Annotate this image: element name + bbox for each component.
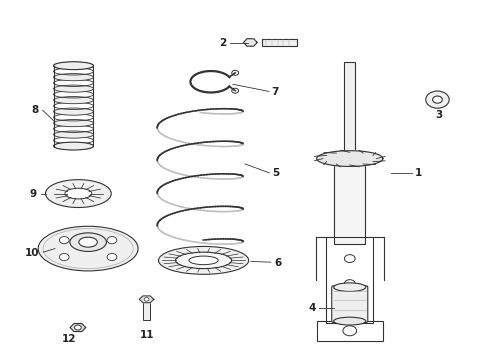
Ellipse shape bbox=[53, 131, 94, 138]
Bar bbox=[143, 299, 150, 320]
Circle shape bbox=[107, 237, 117, 244]
Bar bbox=[326, 237, 373, 323]
Ellipse shape bbox=[53, 73, 94, 81]
Polygon shape bbox=[139, 296, 154, 303]
Bar bbox=[344, 62, 355, 158]
Ellipse shape bbox=[53, 142, 94, 150]
Circle shape bbox=[107, 253, 117, 261]
Ellipse shape bbox=[334, 283, 366, 292]
Bar bbox=[262, 39, 297, 46]
Circle shape bbox=[59, 253, 69, 261]
Circle shape bbox=[144, 297, 149, 301]
Text: 9: 9 bbox=[29, 189, 37, 199]
Ellipse shape bbox=[334, 317, 366, 325]
Ellipse shape bbox=[53, 96, 94, 104]
Bar bbox=[334, 152, 366, 244]
Ellipse shape bbox=[53, 85, 94, 92]
Circle shape bbox=[74, 325, 81, 330]
Ellipse shape bbox=[38, 226, 138, 271]
Text: 10: 10 bbox=[24, 248, 39, 258]
Ellipse shape bbox=[70, 233, 106, 251]
Ellipse shape bbox=[159, 247, 248, 274]
Ellipse shape bbox=[53, 143, 94, 150]
Text: 12: 12 bbox=[61, 334, 76, 344]
Ellipse shape bbox=[79, 237, 98, 247]
Text: 3: 3 bbox=[435, 110, 442, 120]
Text: 8: 8 bbox=[32, 105, 39, 115]
Ellipse shape bbox=[189, 256, 218, 265]
Ellipse shape bbox=[175, 252, 232, 269]
Circle shape bbox=[426, 91, 449, 108]
Ellipse shape bbox=[53, 62, 94, 69]
Circle shape bbox=[433, 96, 442, 103]
Bar bbox=[317, 321, 383, 341]
Ellipse shape bbox=[46, 180, 111, 207]
Polygon shape bbox=[70, 324, 86, 332]
Text: 5: 5 bbox=[272, 168, 279, 178]
Polygon shape bbox=[317, 151, 383, 166]
FancyBboxPatch shape bbox=[332, 286, 368, 323]
Text: 1: 1 bbox=[415, 168, 421, 178]
Ellipse shape bbox=[65, 188, 92, 199]
Text: 7: 7 bbox=[271, 87, 279, 98]
Text: 6: 6 bbox=[274, 258, 282, 268]
Polygon shape bbox=[244, 39, 257, 46]
Ellipse shape bbox=[53, 62, 94, 69]
Text: 11: 11 bbox=[140, 330, 155, 340]
Ellipse shape bbox=[53, 108, 94, 115]
Text: 2: 2 bbox=[220, 38, 227, 48]
Text: 4: 4 bbox=[309, 302, 316, 312]
Ellipse shape bbox=[53, 120, 94, 127]
Circle shape bbox=[59, 237, 69, 244]
